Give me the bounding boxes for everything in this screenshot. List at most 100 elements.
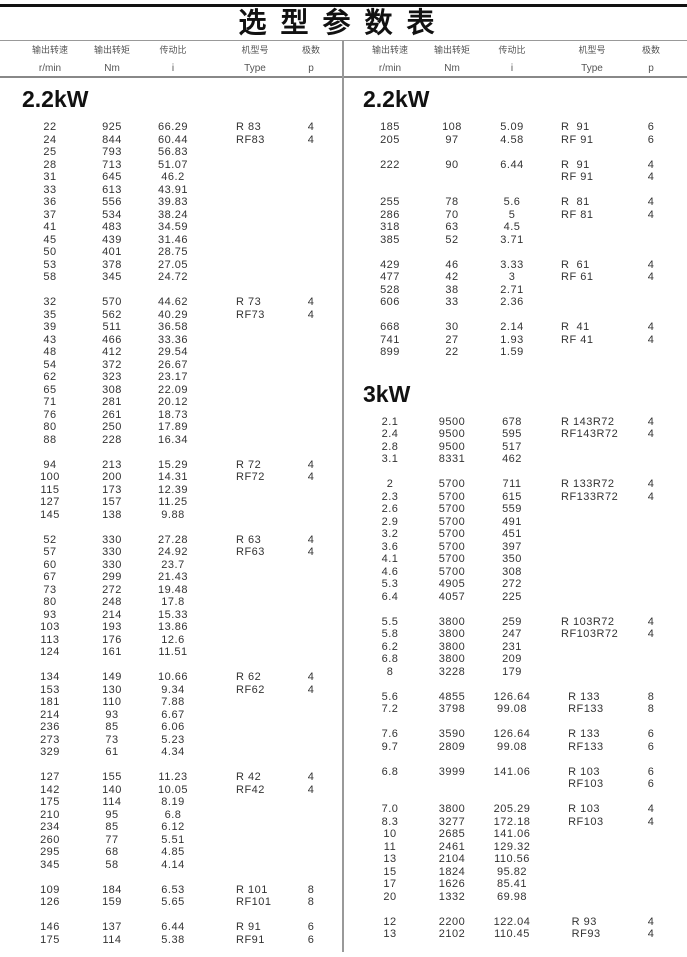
cell-type: R 61 (561, 258, 590, 271)
column-divider (342, 40, 344, 952)
cell-speed: 134 (40, 671, 60, 683)
cell-ratio: 559 (502, 503, 522, 515)
cell-type: R 81 (561, 196, 590, 208)
cell-speed: 477 (380, 271, 400, 283)
cell-type: RF73 (236, 308, 265, 321)
table-body: 2.2kW 22 925 66.29 R 83 4 24 844 60.44 RF83 4 25 793… (0, 84, 343, 946)
cell-ratio: 172.18 (493, 815, 531, 828)
cell-type: R 103R72 (561, 615, 615, 628)
model-group: 5.6 4855 126.64 R 133 8 7.2 3798 99.08 RF133 8 (343, 691, 686, 716)
cell-type: RF62 (236, 683, 265, 696)
cell-ratio: 28.75 (157, 246, 189, 258)
table-row: 126 159 5.65 RF101 8 (0, 896, 343, 909)
table-row: 5.8 3800 247 RF103R72 4 (343, 628, 686, 641)
cell-speed: 39 (43, 321, 57, 333)
cell-speed: 20 (383, 890, 397, 903)
cell-poles: 4 (647, 478, 655, 490)
cell-type: R 91 (561, 121, 590, 133)
cell-type: RF143R72 (561, 428, 619, 440)
cell-type: R 103 (561, 803, 600, 815)
column-header-unit: Nm (444, 63, 460, 74)
cell-ratio: 7.88 (161, 696, 185, 708)
table-row: 528 38 2.71 (343, 284, 686, 297)
cell-ratio: 397 (502, 540, 522, 553)
cell-ratio: 205.29 (493, 803, 531, 815)
table-row: 899 22 1.59 (343, 346, 686, 359)
table-row: 71 281 20.12 (0, 396, 343, 409)
cell-poles: 8 (647, 703, 655, 715)
table-row: 3.2 5700 451 (343, 528, 686, 541)
cell-ratio: 6.12 (161, 821, 185, 833)
cell-ratio: 44.62 (157, 296, 189, 308)
column-header-torque: 输出转矩 Nm (417, 45, 487, 74)
table-row: 146 137 6.44 R 91 6 (0, 921, 343, 934)
cell-torque: 114 (102, 796, 122, 808)
table-body: 2.2kW 185 108 5.09 R 91 6 205 97 4.58 RF 91 6 222 90… (343, 84, 686, 941)
cell-poles: 4 (307, 546, 315, 558)
cell-type: RF83 (236, 133, 265, 146)
model-group: 185 108 5.09 R 91 6 205 97 4.58 RF 91 6 (343, 121, 686, 146)
model-group: 5.5 3800 259 R 103R72 4 5.8 3800 247 RF103R72 4 6.… (343, 616, 686, 679)
table-row: 5.3 4905 272 (343, 578, 686, 591)
table-row: 205 97 4.58 RF 91 6 (343, 134, 686, 147)
cell-speed: 48 (43, 346, 57, 358)
cell-ratio: 5.38 (161, 933, 185, 946)
cell-torque: 200 (102, 471, 122, 483)
cell-ratio: 4.58 (500, 133, 524, 146)
cell-speed: 67 (43, 571, 57, 583)
cell-torque: 556 (102, 196, 122, 208)
column-header-type: 机型号 Type (557, 45, 627, 74)
cell-ratio: 9.34 (161, 683, 185, 696)
cell-speed: 6.4 (381, 590, 399, 603)
cell-speed: 22 (43, 121, 57, 133)
cell-speed: 175 (40, 933, 60, 946)
table-row: 741 27 1.93 RF 41 4 (343, 334, 686, 347)
cell-ratio: 14.31 (157, 471, 189, 483)
cell-type: R 133R72 (561, 478, 615, 490)
table-row: 260 77 5.51 (0, 834, 343, 847)
cell-torque: 483 (102, 221, 122, 233)
cell-speed: 37 (43, 208, 57, 221)
cell-ratio: 12.39 (157, 483, 189, 496)
power-section: 3kW 2.1 9500 678 R 143R72 4 2.4 9500 595 RF143R72… (343, 379, 686, 941)
table-row: 273 73 5.23 (0, 734, 343, 747)
cell-ratio: 8.19 (161, 796, 185, 808)
cell-poles: 4 (647, 490, 655, 503)
cell-torque: 3590 (438, 728, 466, 740)
cell-speed: 345 (40, 858, 60, 871)
cell-torque: 33 (445, 296, 459, 308)
cell-speed: 528 (380, 283, 400, 296)
cell-ratio: 16.34 (157, 433, 189, 446)
cell-torque: 4905 (438, 578, 466, 590)
cell-torque: 77 (105, 833, 119, 846)
cell-ratio: 110.56 (494, 853, 530, 865)
table-row: 175 114 5.38 RF91 6 (0, 934, 343, 947)
cell-speed: 76 (43, 408, 57, 421)
cell-type: R 63 (236, 533, 262, 546)
cell-ratio: 11.25 (158, 496, 188, 508)
table-row: 33 613 43.91 (0, 184, 343, 197)
table-row: 11 2461 129.32 (343, 841, 686, 854)
cell-speed: 15 (383, 865, 397, 878)
cell-poles: 4 (647, 158, 655, 171)
cell-type: RF91 (236, 933, 265, 946)
cell-speed: 668 (380, 321, 400, 333)
cell-poles: 6 (647, 740, 655, 753)
column-header-label: 输出转矩 (433, 45, 470, 55)
cell-poles: 4 (647, 258, 655, 271)
cell-torque: 439 (102, 233, 122, 246)
cell-speed: 5.5 (381, 615, 399, 628)
cell-torque: 5700 (438, 478, 466, 490)
cell-ratio: 69.98 (496, 890, 528, 903)
cell-torque: 214 (102, 608, 122, 621)
cell-ratio: 4.14 (161, 858, 185, 871)
cell-torque: 2809 (438, 740, 466, 753)
cell-speed: 103 (40, 621, 60, 633)
cell-poles: 4 (647, 815, 655, 828)
column-header-torque: 输出转矩 Nm (77, 45, 147, 74)
cell-speed: 45 (43, 233, 57, 246)
cell-ratio: 141.06 (493, 828, 531, 840)
cell-speed: 93 (43, 608, 57, 621)
cell-torque: 159 (102, 896, 122, 908)
cell-type: R 133 (561, 728, 600, 740)
